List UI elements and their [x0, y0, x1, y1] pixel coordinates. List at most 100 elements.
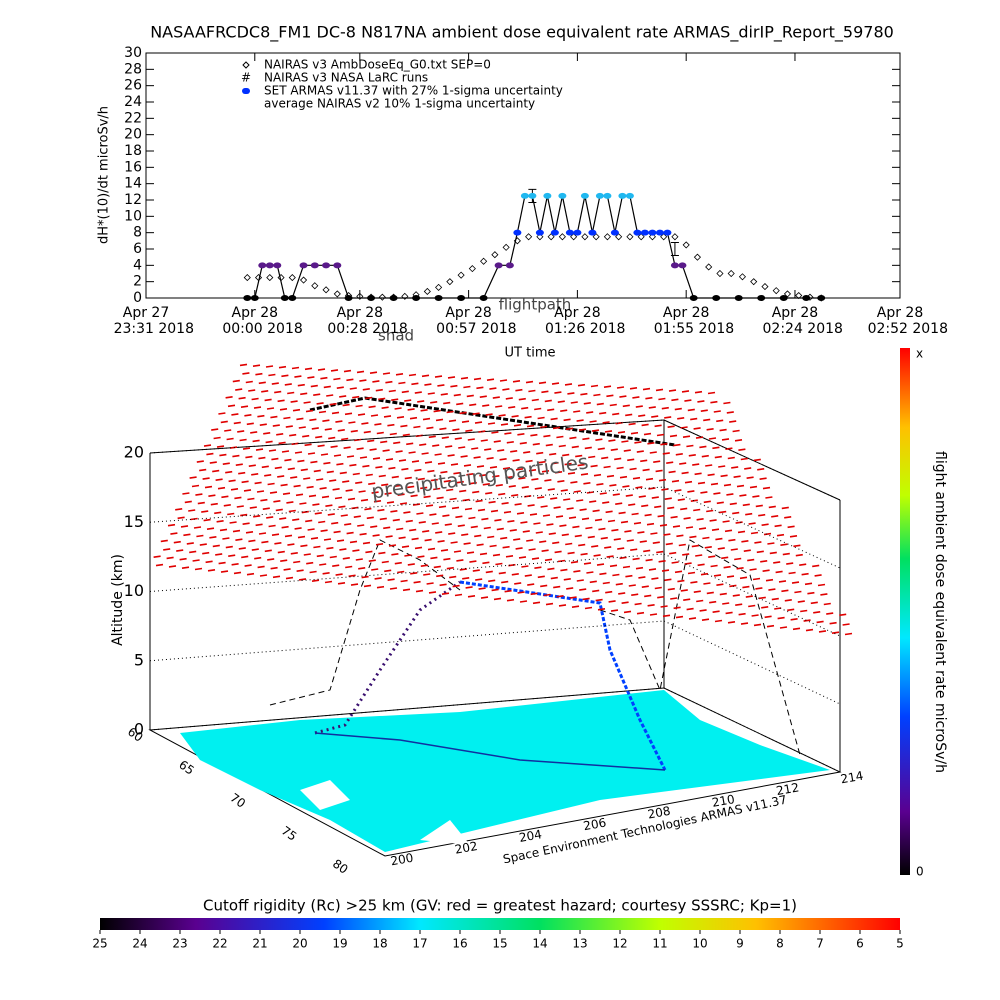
- armas-point: [550, 229, 559, 236]
- armas-point: [757, 295, 766, 301]
- armas-point: [802, 295, 811, 301]
- rigidity-tick-label: 17: [412, 937, 427, 951]
- legend-marker: #: [241, 71, 251, 85]
- rigidity-tick-label: 15: [492, 937, 507, 951]
- series-line: [247, 195, 822, 299]
- diamond-point: [502, 243, 510, 251]
- diamond-point: [783, 290, 792, 298]
- armas-point: [494, 262, 503, 269]
- rigidity-title: Cutoff rigidity (Rc) >25 km (GV: red = g…: [203, 897, 797, 915]
- x-tick-label: Apr 28: [445, 305, 491, 321]
- legend-label: NAIRAS v3 NASA LaRC runs: [264, 71, 428, 85]
- rigidity-tick-label: 11: [652, 937, 667, 951]
- rigidity-tick-label: 8: [776, 937, 784, 951]
- armas-point: [243, 295, 252, 301]
- z-grid: [663, 419, 841, 501]
- z-tick-label: 15: [124, 512, 144, 531]
- armas-point: [412, 295, 421, 301]
- y-tick-label: 8: [133, 225, 142, 241]
- rigidity-tick-label: 23: [172, 937, 187, 951]
- armas-point: [505, 262, 514, 269]
- armas-point: [678, 262, 687, 269]
- diamond-point: [727, 269, 735, 278]
- projection: [599, 539, 801, 756]
- y-tick-label: 14: [124, 176, 142, 192]
- armas-point: [389, 295, 398, 301]
- armas-point: [565, 229, 574, 236]
- armas-point: [513, 229, 522, 236]
- diamond-point: [378, 293, 386, 301]
- armas-point: [663, 229, 672, 236]
- y-tick-label: 22: [124, 110, 142, 126]
- precipitating-particles: [153, 363, 853, 636]
- diamond-point: [637, 233, 645, 241]
- x-tick-label: 01:55 2018: [654, 321, 734, 337]
- z-tick-label: 20: [124, 443, 144, 462]
- rigidity-tick-label: 22: [212, 937, 227, 951]
- armas-point: [655, 229, 664, 236]
- lon-tick-label: 206: [582, 815, 607, 833]
- armas-point: [712, 295, 721, 301]
- diamond-point: [558, 233, 566, 241]
- diamond-point: [536, 233, 544, 241]
- title: NASAAFRCDC8_FM1 DC-8 N817NA ambient dose…: [150, 23, 894, 43]
- z-tick-label: 5: [134, 650, 144, 669]
- diamond-point: [738, 273, 747, 281]
- dose-colorbar: [900, 348, 910, 875]
- armas-point: [367, 295, 376, 301]
- diamond-point: [772, 287, 780, 295]
- diamond-point: [626, 233, 634, 241]
- x-tick-label: Apr 28: [337, 305, 383, 321]
- armas-point: [535, 229, 544, 236]
- x-tick-label: 00:57 2018: [436, 321, 516, 337]
- ground-track: [314, 732, 666, 771]
- x-tick-label: Apr 28: [772, 305, 818, 321]
- rigidity-tick-label: 9: [736, 937, 744, 951]
- y-tick-label: 30: [124, 45, 142, 61]
- diamond-point: [716, 269, 724, 278]
- armas-point: [457, 295, 466, 301]
- rigidity-tick-label: 24: [132, 937, 147, 951]
- diamond-point: [682, 241, 690, 249]
- rigidity-tick-label: 5: [896, 937, 904, 951]
- diamond-point: [243, 274, 251, 282]
- rigidity-tick-label: 20: [292, 937, 307, 951]
- rigidity-colorbar: [100, 918, 900, 930]
- armas-point: [640, 229, 649, 236]
- z-grid: [149, 620, 665, 662]
- lat-tick-label: 65: [176, 757, 197, 777]
- colorbar-end: x: [916, 347, 923, 361]
- armas-point: [479, 295, 488, 301]
- diamond-point: [311, 282, 319, 290]
- diamond-point: [401, 292, 409, 300]
- x-tick-label: Apr 27: [123, 305, 169, 321]
- y-tick-label: 4: [133, 257, 142, 273]
- diamond-point: [660, 233, 668, 241]
- z-axis-label: Altitude (km): [110, 554, 126, 646]
- rigidity-tick-label: 10: [692, 937, 707, 951]
- armas-point: [543, 192, 552, 199]
- x-tick-label: 02:24 2018: [763, 321, 843, 337]
- diamond-point: [468, 265, 476, 273]
- armas-point: [580, 192, 589, 199]
- y-tick-label: 6: [133, 241, 142, 257]
- armas-point: [817, 295, 826, 301]
- armas-point: [250, 295, 259, 301]
- armas-point: [648, 229, 657, 236]
- x-tick-label: 00:00 2018: [222, 321, 302, 337]
- x-tick-label: Apr 28: [663, 305, 709, 321]
- rigidity-tick-label: 12: [612, 937, 627, 951]
- z-tick-label: 0: [134, 720, 144, 739]
- diamond-point: [581, 233, 589, 241]
- lon-tick-label: 212: [775, 780, 800, 798]
- diamond-point: [648, 233, 656, 241]
- plot-frame: [145, 52, 901, 299]
- armas-point: [588, 229, 597, 236]
- lon-tick-label: 210: [711, 792, 736, 810]
- armas-point: [603, 192, 612, 199]
- y-tick-label: 12: [124, 192, 142, 208]
- y-tick-label: 18: [124, 143, 142, 159]
- x-tick-label: Apr 28: [232, 305, 278, 321]
- lat-tick-label: 80: [330, 856, 351, 876]
- rigidity-tick-label: 18: [372, 937, 387, 951]
